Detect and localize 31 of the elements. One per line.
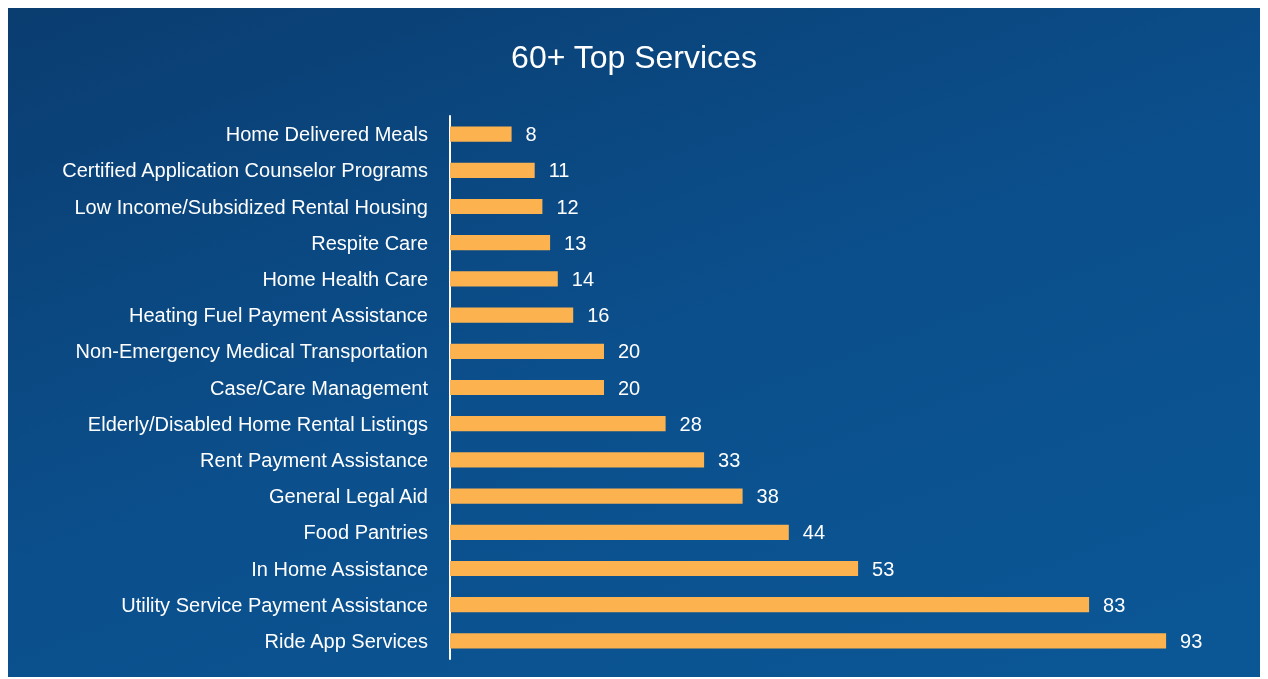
data-label: 12: [556, 195, 579, 218]
y-tick-label: Utility Service Payment Assistance: [121, 593, 428, 616]
y-tick-label: Home Health Care: [262, 267, 428, 290]
data-label: 28: [679, 412, 702, 435]
data-label: 13: [564, 231, 587, 254]
data-label: 14: [571, 267, 595, 290]
data-label: 8: [525, 123, 537, 146]
chart-title: 60+ Top Services: [511, 39, 757, 75]
y-tick-label: Non-Emergency Medical Transportation: [75, 340, 428, 363]
y-tick-label: Heating Fuel Payment Assistance: [128, 304, 428, 327]
y-tick-label: General Legal Aid: [268, 485, 428, 508]
data-label: 53: [872, 557, 895, 580]
y-tick-label: Elderly/Disabled Home Rental Listings: [87, 412, 428, 435]
y-tick-label: Home Delivered Meals: [225, 123, 428, 146]
data-label: 44: [802, 521, 826, 544]
data-label: 20: [618, 376, 641, 399]
y-tick-label: Case/Care Management: [210, 376, 429, 399]
data-label: 16: [587, 304, 610, 327]
data-label: 83: [1103, 593, 1126, 616]
data-label: 11: [548, 159, 570, 182]
y-tick-label: Low Income/Subsidized Rental Housing: [74, 195, 428, 218]
y-tick-label: Food Pantries: [303, 521, 428, 544]
y-tick-label: Ride App Services: [264, 629, 428, 652]
data-label: 20: [618, 340, 641, 363]
y-tick-label: Rent Payment Assistance: [200, 448, 428, 471]
data-label: 33: [718, 448, 741, 471]
y-tick-label: Respite Care: [311, 231, 428, 254]
y-tick-label: In Home Assistance: [251, 557, 428, 580]
data-label: 38: [756, 485, 779, 508]
y-tick-label: Certified Application Counselor Programs: [62, 159, 428, 182]
data-label: 93: [1180, 629, 1203, 652]
